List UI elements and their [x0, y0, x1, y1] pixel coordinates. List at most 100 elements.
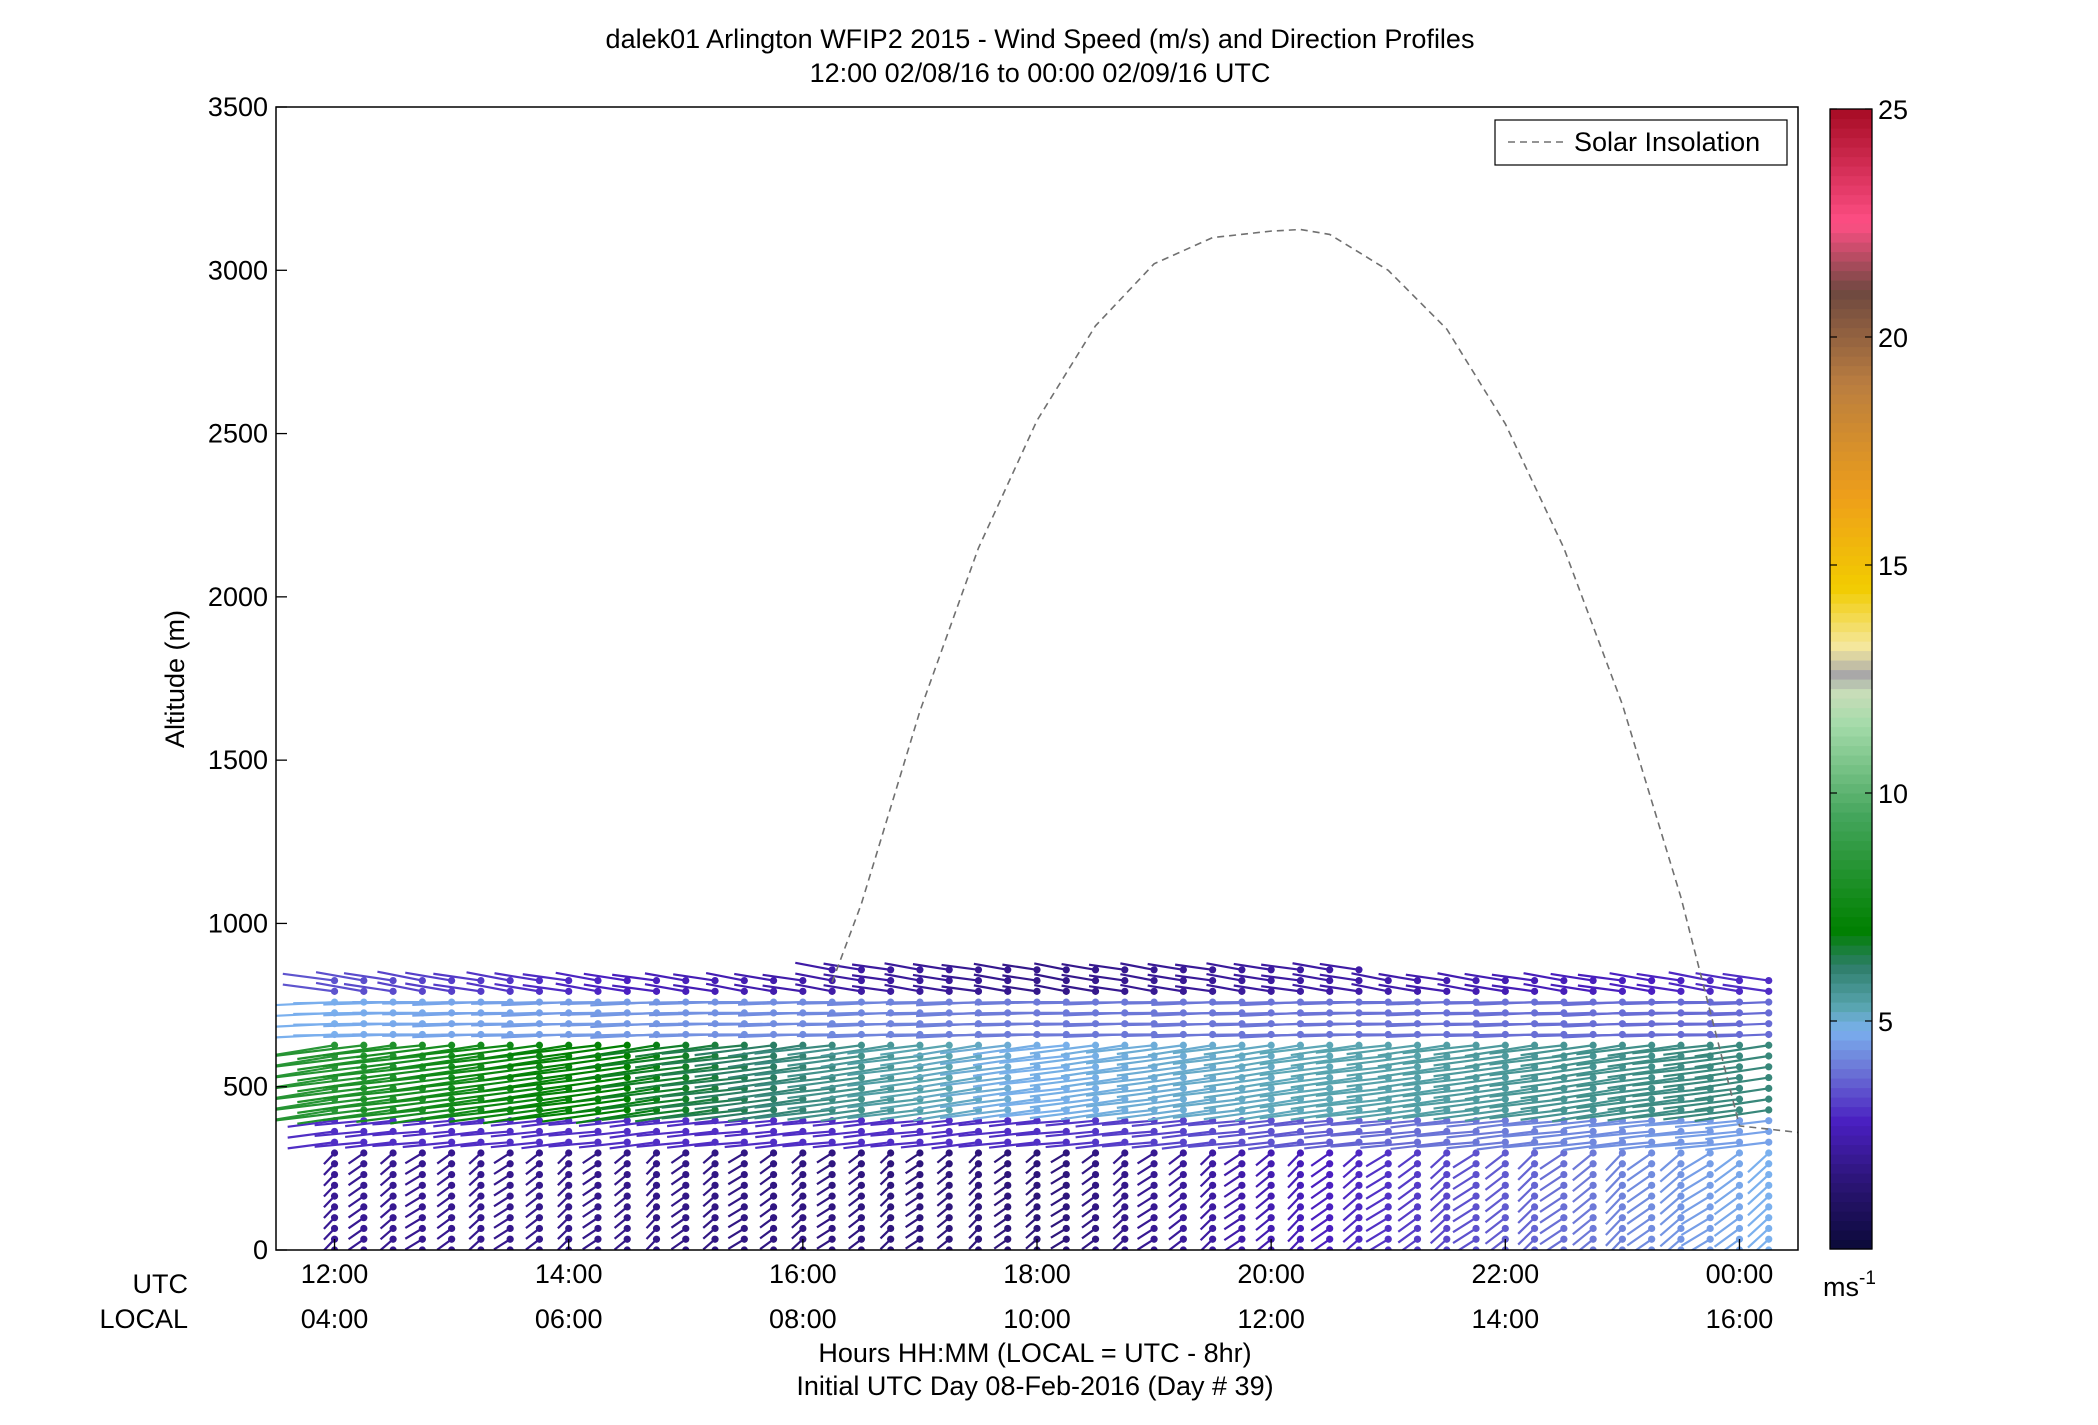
wind-barb [1346, 1073, 1422, 1088]
wind-barb-dot [1589, 1127, 1597, 1136]
wind-barb-dot [1735, 1106, 1744, 1114]
wind-barb-dot [1413, 1138, 1422, 1146]
wind-barb-shaft [1033, 1033, 1096, 1037]
wind-barb-dot [945, 1246, 953, 1250]
wind-barb [1147, 1041, 1217, 1057]
wind-barb [1346, 1084, 1422, 1099]
wind-barb-shaft [634, 1098, 716, 1112]
wind-barb-shaft [1060, 1098, 1125, 1110]
wind-barb [582, 1149, 602, 1165]
wind-barb-shaft [460, 1130, 511, 1137]
wind-barb-dot [857, 1052, 865, 1060]
wind-barb [879, 1224, 895, 1240]
wind-barb-shaft [1520, 1098, 1594, 1111]
wind-barb-shaft [939, 1044, 1008, 1055]
wind-barb-shaft [1632, 1065, 1711, 1076]
wind-barb-shaft [377, 970, 423, 982]
wind-barb-shaft [1747, 1152, 1770, 1173]
wind-barb [973, 984, 1012, 995]
wind-barb-dot [1560, 1127, 1568, 1136]
wind-barb-dot [1501, 1063, 1509, 1071]
wind-barb [759, 1203, 778, 1218]
wind-barb-dot [1648, 1041, 1656, 1049]
wind-barb [1577, 973, 1626, 985]
wind-barb-dot [1296, 1214, 1305, 1222]
wind-barb-shaft [1572, 1206, 1594, 1225]
wind-barb-dot [360, 1224, 368, 1233]
wind-barb-dot [1472, 976, 1480, 985]
wind-barb [823, 973, 865, 985]
wind-barb-dot [974, 1170, 983, 1179]
wind-barb-dot [1765, 1246, 1773, 1250]
wind-barb-shaft [1437, 982, 1477, 993]
colorbar-band [1830, 223, 1872, 234]
wind-barb-shaft [1416, 1141, 1477, 1149]
wind-barb-shaft [661, 1098, 745, 1109]
wind-barb-shaft [1577, 984, 1623, 993]
wind-barb-shaft [913, 1087, 979, 1101]
wind-barb-shaft [1659, 1152, 1682, 1172]
colorbar-band [1830, 926, 1872, 937]
wind-barb-dot [1355, 966, 1363, 974]
wind-barb [702, 1149, 719, 1165]
wind-barb-shaft [1663, 1054, 1740, 1067]
wind-barb-shaft [1356, 1022, 1418, 1026]
wind-barb-dot [1004, 987, 1012, 995]
wind-barb-dot [1150, 1170, 1158, 1179]
wind-barb-dot [1091, 1117, 1100, 1125]
wind-barb [727, 1192, 748, 1207]
wind-barb-shaft [1290, 1044, 1360, 1057]
wind-barb-shaft [314, 1130, 364, 1138]
wind-barb-shaft [522, 983, 569, 993]
wind-barb-shaft [1029, 1065, 1096, 1077]
wind-barb-dot [1004, 1203, 1012, 1211]
wind-barb-shaft [1101, 1119, 1155, 1126]
wind-barb [1223, 1181, 1246, 1198]
wind-barb-shaft [1452, 1227, 1477, 1244]
wind-barb-dot [1179, 1149, 1187, 1157]
wind-barb-dot [594, 1203, 602, 1211]
wind-barb-shaft [1116, 1108, 1184, 1120]
wind-barb [1062, 1246, 1070, 1250]
wind-barb [525, 1235, 544, 1250]
colorbar-band [1830, 897, 1872, 908]
wind-barb [1452, 1181, 1480, 1201]
wind-barb-dot [1443, 1192, 1451, 1200]
wind-barb [1081, 1160, 1100, 1175]
wind-barb-dot [418, 1149, 426, 1157]
wind-barb-dot [1267, 1170, 1275, 1179]
wind-barb-shaft [900, 1130, 950, 1138]
wind-barb-shaft [601, 1065, 686, 1078]
wind-barb [436, 1214, 456, 1230]
wind-barb [968, 1170, 983, 1186]
wind-barb-shaft [796, 1001, 862, 1005]
wind-barb-dot [1326, 976, 1334, 985]
wind-barb-dot [857, 1224, 865, 1233]
wind-barb-dot [1735, 1073, 1744, 1082]
wind-barb-shaft [1632, 1044, 1711, 1055]
wind-barb [880, 1095, 953, 1110]
wind-barb-shaft [705, 982, 745, 993]
wind-barb-dot [1296, 1192, 1305, 1200]
wind-barb-dot [1677, 987, 1685, 995]
wind-barb-dot [1179, 1127, 1187, 1136]
wind-barb [468, 1224, 485, 1241]
wind-barb-shaft [1429, 1152, 1448, 1169]
wind-barb-dot [1033, 1224, 1041, 1233]
wind-barb-dot [1033, 987, 1041, 995]
wind-barb-shaft [575, 1054, 657, 1071]
wind-barb [1199, 1192, 1217, 1209]
wind-barb-shaft [1679, 1001, 1740, 1005]
wind-barb-dot [1150, 966, 1158, 974]
wind-barb-shaft [1626, 1227, 1653, 1247]
y-tick-label: 500 [223, 1072, 268, 1102]
wind-barb-shaft [1551, 1087, 1623, 1101]
wind-barb [1259, 1041, 1334, 1055]
wind-barb-shaft [694, 1087, 774, 1100]
wind-barb-shaft [1234, 1076, 1301, 1090]
wind-barb [557, 1149, 573, 1165]
wind-barb-shaft [1397, 1184, 1419, 1201]
wind-barb-dot [1443, 1149, 1451, 1157]
wind-barb [404, 1170, 426, 1186]
wind-barb-dot [1648, 1052, 1656, 1060]
